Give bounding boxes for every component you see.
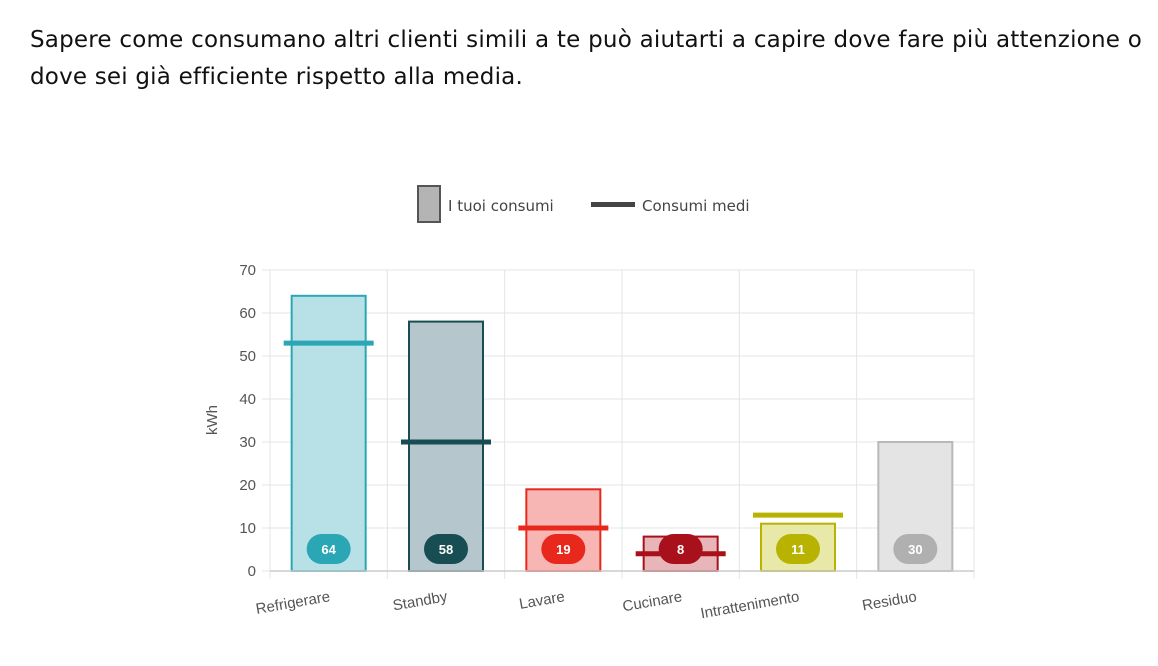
x-tick-label: Lavare xyxy=(518,588,566,613)
y-axis: 0 10 20 30 40 50 60 70 xyxy=(239,262,256,580)
y-tick-label: 0 xyxy=(248,563,256,580)
data-label: 64 xyxy=(321,542,336,557)
grid xyxy=(262,269,975,579)
legend-label-average-consumption[interactable]: Consumi medi xyxy=(642,197,750,215)
data-label-badge xyxy=(306,534,351,564)
data-label: 8 xyxy=(677,542,684,557)
data-label-badge xyxy=(541,534,586,564)
x-tick-label: Cucinare xyxy=(621,588,683,615)
x-tick-label: Residuo xyxy=(861,588,918,614)
y-tick-label: 70 xyxy=(239,262,256,279)
intro-text: Sapere come consumano altri clienti simi… xyxy=(30,27,1142,90)
data-label-badge xyxy=(776,534,820,564)
data-label-badge xyxy=(658,534,703,564)
data-label-badge xyxy=(893,534,938,564)
y-tick-label: 30 xyxy=(239,434,256,451)
y-axis-label: kWh xyxy=(204,405,221,435)
legend-line-average-consumption[interactable] xyxy=(591,202,635,207)
legend-label-your-consumption[interactable]: I tuoi consumi xyxy=(448,197,554,215)
y-tick-label: 20 xyxy=(239,477,256,494)
y-tick-label: 10 xyxy=(239,520,256,537)
x-axis: Refrigerare Standby Lavare Cucinare Intratte… xyxy=(255,570,974,622)
x-tick-label: Standby xyxy=(392,588,450,614)
data-label: 19 xyxy=(556,542,570,557)
bar-standby[interactable] xyxy=(408,320,484,572)
y-tick-label: 60 xyxy=(239,305,256,322)
legend-swatch-your-consumption[interactable] xyxy=(417,185,441,223)
y-tick-label: 40 xyxy=(239,391,256,408)
x-tick-label: Intrattenimento xyxy=(699,588,800,622)
bar-refrigerare[interactable] xyxy=(290,294,367,572)
data-label: 58 xyxy=(439,542,453,557)
data-label: 11 xyxy=(791,542,805,557)
y-tick-label: 50 xyxy=(239,348,256,365)
data-label: 30 xyxy=(908,542,922,557)
data-label-badge xyxy=(424,534,468,564)
legend: I tuoi consumi Consumi medi xyxy=(417,185,750,223)
x-tick-label: Refrigerare xyxy=(255,588,332,618)
bars: 64 58 19 8 11 30 xyxy=(283,294,954,573)
